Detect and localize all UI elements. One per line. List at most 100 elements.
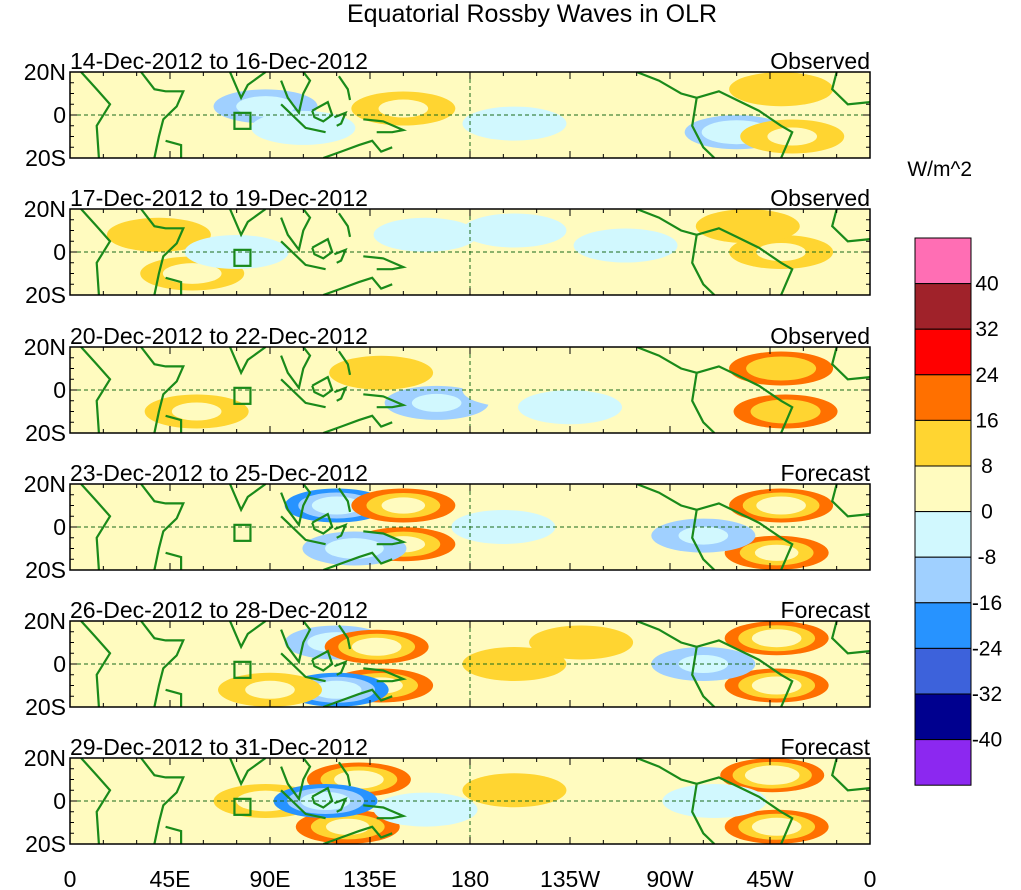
anomaly-contour xyxy=(311,680,362,699)
colorbar-swatch xyxy=(914,602,972,649)
x-tick-label: 90E xyxy=(250,866,291,890)
colorbar-swatch xyxy=(914,465,972,513)
coastline xyxy=(363,530,408,546)
coastline xyxy=(228,758,267,787)
region-box xyxy=(233,797,252,816)
y-tick-label: 20N xyxy=(24,59,66,85)
anomaly-field xyxy=(102,72,845,154)
panel-kind: Observed xyxy=(770,48,870,74)
colorbar-swatch xyxy=(914,556,972,604)
coastline xyxy=(165,688,183,707)
coastline xyxy=(363,118,408,134)
anomaly-contour xyxy=(171,402,222,421)
anomaly-contour xyxy=(529,625,634,660)
coastline xyxy=(140,484,185,570)
coastline xyxy=(696,90,794,158)
coastlines xyxy=(80,758,870,844)
anomaly-contour xyxy=(251,110,356,145)
coastline xyxy=(140,621,185,707)
y-tick-label: 20S xyxy=(25,831,66,857)
panel-5: 20N 0 20S 26-Dec-2012 to 28-Dec-2012 Forecas… xyxy=(24,597,871,720)
anomaly-field xyxy=(218,621,829,707)
coastline xyxy=(140,209,185,295)
coastline xyxy=(228,72,267,101)
region-box xyxy=(233,111,252,130)
anomaly-contour xyxy=(162,263,222,284)
anomaly-contour xyxy=(329,355,434,390)
y-tick-label: 20N xyxy=(24,196,66,222)
anomaly-contour xyxy=(729,72,834,107)
coastline xyxy=(696,227,794,295)
anomaly-contour xyxy=(326,818,370,835)
coastline xyxy=(80,347,112,433)
panel-date-range: 17-Dec-2012 to 19-Dec-2012 xyxy=(70,185,368,211)
coastline xyxy=(280,484,312,528)
anomaly-contour xyxy=(462,773,567,808)
coastline xyxy=(830,484,870,518)
panel-2: 20N 0 20S 17-Dec-2012 to 19-Dec-2012 Observe… xyxy=(24,185,871,308)
panels: 20N 0 20S 14-Dec-2012 to 16-Dec-2012 Observe… xyxy=(24,48,871,857)
anomaly-contour xyxy=(746,356,817,381)
anomaly-contour xyxy=(451,510,556,544)
coastline xyxy=(165,276,183,295)
coastline xyxy=(140,347,185,433)
colorbar-swatch xyxy=(914,647,972,695)
coastline xyxy=(140,758,185,844)
anomaly-contour xyxy=(106,217,211,252)
coastlines xyxy=(80,347,870,433)
coastline xyxy=(363,804,408,820)
x-tick-label: 135W xyxy=(540,866,600,890)
colorbar-level-label: 16 xyxy=(975,409,998,432)
coastline xyxy=(280,240,326,271)
coastline xyxy=(311,100,334,123)
colorbar-swatch xyxy=(914,419,972,467)
colorbar-swatch xyxy=(914,511,972,558)
anomaly-contour xyxy=(373,217,478,252)
panel-date-range: 29-Dec-2012 to 31-Dec-2012 xyxy=(70,734,368,760)
coastline xyxy=(322,551,393,570)
y-tick-label: 20S xyxy=(25,282,66,308)
colorbar-level-label: -32 xyxy=(972,683,1002,706)
y-tick-label: 20N xyxy=(24,745,66,771)
colorbar-level-label: 24 xyxy=(975,364,999,387)
y-tick-label: 20S xyxy=(25,557,66,583)
x-tick-label: 45E xyxy=(150,866,191,890)
anomaly-contour xyxy=(540,488,645,523)
coastline xyxy=(363,255,408,271)
x-tick-label: 0 xyxy=(864,866,877,890)
anomaly-field xyxy=(106,209,834,291)
colorbar-level-label: 8 xyxy=(981,455,993,478)
coastline xyxy=(830,72,870,106)
anomaly-contour xyxy=(351,637,402,656)
x-axis: 0 45E 90E 135E 180 135W 90W 45W 0 xyxy=(64,866,877,890)
coastline xyxy=(322,688,393,707)
coastline xyxy=(337,75,352,101)
coastline xyxy=(280,621,312,665)
panel-date-range: 14-Dec-2012 to 16-Dec-2012 xyxy=(70,48,368,74)
region-box xyxy=(233,660,252,679)
coastline xyxy=(337,212,352,238)
y-tick-label: 0 xyxy=(53,377,66,403)
coastlines xyxy=(80,621,870,707)
anomaly-contour xyxy=(411,393,462,412)
coastline xyxy=(80,758,112,844)
panel-date-range: 26-Dec-2012 to 28-Dec-2012 xyxy=(70,597,368,623)
coastline xyxy=(363,667,408,683)
colorbar-level-label: 0 xyxy=(981,501,993,524)
anomaly-contour xyxy=(767,127,818,146)
panel-kind: Forecast xyxy=(781,460,871,486)
colorbar-level-label: 40 xyxy=(975,273,998,296)
y-tick-label: 20S xyxy=(25,694,66,720)
x-tick-label: 90W xyxy=(646,866,694,890)
region-box xyxy=(233,248,252,267)
colorbar-level-label: -24 xyxy=(972,637,1003,660)
anomaly-contour xyxy=(751,676,802,695)
y-tick-label: 0 xyxy=(53,651,66,677)
anomaly-contour xyxy=(518,390,622,425)
anomaly-contour xyxy=(750,399,821,424)
coastline xyxy=(322,414,393,433)
panel-kind: Observed xyxy=(770,323,870,349)
coastline xyxy=(311,512,334,535)
y-tick-label: 20N xyxy=(24,471,66,497)
